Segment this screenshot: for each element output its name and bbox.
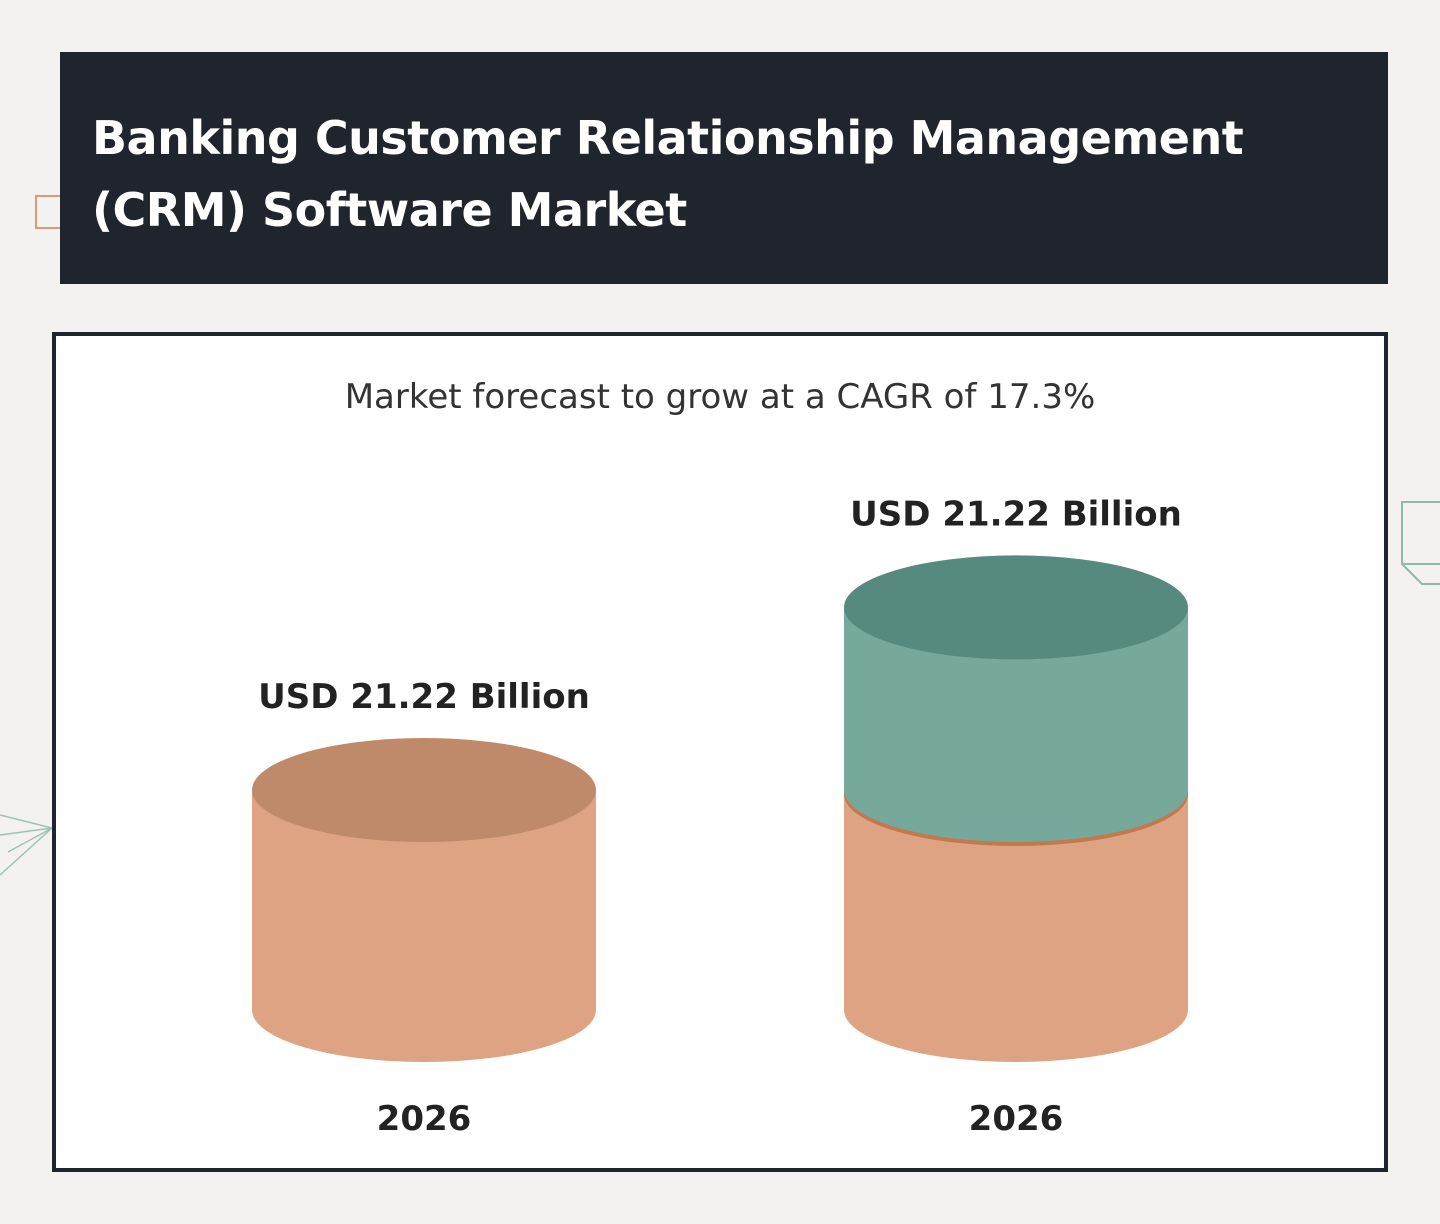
decorative-square-orange	[35, 195, 63, 229]
chart-subtitle: Market forecast to grow at a CAGR of 17.…	[345, 377, 1096, 417]
cylinder-base-1	[252, 790, 596, 1062]
decorative-lines-left	[0, 814, 54, 876]
title-banner: Banking Customer Relationship Management…	[60, 52, 1388, 284]
cylinder-bars: USD 21.22 Billion 2026 USD 21.22 Billion 20…	[252, 494, 1188, 1139]
cylinder-growth-2	[844, 607, 1188, 842]
category-label-1: 2026	[377, 1099, 472, 1139]
market-chart: Market forecast to grow at a CAGR of 17.…	[252, 377, 1188, 1139]
chart-panel: Market forecast to grow at a CAGR of 17.…	[52, 332, 1388, 1172]
data-label-1: USD 21.22 Billion	[258, 677, 590, 717]
page-title: Banking Customer Relationship Management…	[92, 111, 1244, 237]
cylinder-top-2	[844, 555, 1188, 660]
data-label-2: USD 21.22 Billion	[850, 494, 1182, 534]
decorative-polygon-green	[1401, 501, 1440, 585]
cylinder-top-1	[252, 738, 596, 842]
category-label-2: 2026	[969, 1099, 1064, 1139]
cylinder-base-2	[844, 790, 1188, 1062]
